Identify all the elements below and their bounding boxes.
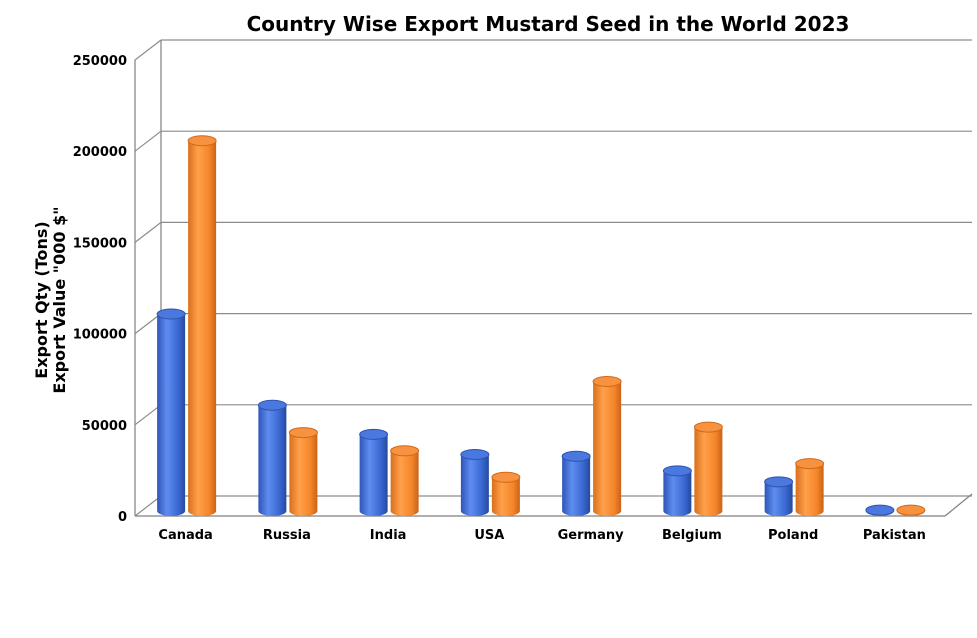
bar-body: [359, 434, 388, 516]
gridline-side: [134, 313, 162, 335]
floor-right-edge: [944, 493, 973, 517]
bar: [561, 450, 591, 516]
bar-cap: [896, 504, 926, 516]
bar-body: [491, 477, 520, 516]
y-tick-label: 100000: [73, 328, 127, 343]
bar-body: [795, 463, 824, 516]
category-label: Pakistan: [863, 528, 926, 543]
bars: [156, 135, 926, 516]
bar-cap: [764, 476, 794, 488]
category-label: Canada: [158, 528, 212, 543]
bar-body: [593, 381, 622, 516]
category-label: India: [370, 528, 407, 543]
bar-body: [764, 481, 793, 516]
gridline-side: [134, 404, 162, 426]
y-axis-label: Export Qty (Tons) Export Value "000 $": [32, 206, 69, 393]
y-axis-label-line-2: Export Value "000 $": [50, 206, 69, 393]
category-label: Russia: [263, 528, 311, 543]
category-labels: Canada Russia India USA Germany Belgium Poland…: [158, 528, 925, 543]
bar-body: [694, 427, 723, 516]
y-axis-label-line-1: Export Qty (Tons): [32, 221, 51, 378]
bar-cap: [288, 427, 318, 439]
bar: [156, 308, 186, 516]
bar: [896, 504, 926, 516]
bar: [491, 471, 521, 516]
category-label: Poland: [768, 528, 818, 543]
category-label: Germany: [558, 528, 624, 543]
gridline-side: [134, 221, 162, 243]
bar-body: [390, 450, 419, 516]
bar: [662, 465, 692, 516]
bar: [257, 399, 287, 516]
bar-body: [562, 456, 591, 516]
bar-cap: [359, 428, 389, 440]
bar-cap: [561, 450, 591, 462]
category-label: Belgium: [662, 528, 722, 543]
gridline-side: [134, 39, 162, 61]
bar-cap: [187, 135, 217, 147]
y-tick-label: 0: [118, 510, 127, 525]
bar-body: [663, 470, 692, 516]
chart-title: Country Wise Export Mustard Seed in the …: [247, 12, 850, 36]
gridline-side: [134, 495, 162, 517]
bar-cap: [592, 375, 622, 387]
bar: [359, 428, 389, 516]
y-tick-label: 200000: [73, 145, 127, 160]
bar-cap: [865, 504, 895, 516]
bar-body: [157, 314, 186, 516]
y-tick-label: 250000: [73, 54, 127, 69]
bar-body: [460, 454, 489, 516]
gridline-side: [134, 130, 162, 152]
bar-cap: [257, 399, 287, 411]
bar-body: [188, 140, 217, 516]
bar-cap: [693, 421, 723, 433]
bar-cap: [491, 471, 521, 483]
bar-cap: [662, 465, 692, 477]
bar: [764, 476, 794, 516]
y-tick-label: 50000: [82, 419, 127, 434]
bar: [592, 375, 622, 516]
bar-cap: [390, 445, 420, 457]
bar-cap: [156, 308, 186, 320]
bar: [795, 458, 825, 516]
y-tick-labels: 0 50000 100000 150000 200000 250000: [73, 54, 127, 525]
bar-body: [258, 405, 287, 516]
bar-body: [289, 432, 318, 516]
y-tick-label: 150000: [73, 236, 127, 251]
bar-cap: [795, 458, 825, 470]
bar: [187, 135, 217, 516]
bar: [865, 504, 895, 516]
bar: [460, 448, 490, 516]
bar: [390, 445, 420, 516]
bar: [693, 421, 723, 516]
bar-cap: [460, 448, 490, 460]
category-label: USA: [474, 528, 504, 543]
bar: [288, 427, 318, 516]
